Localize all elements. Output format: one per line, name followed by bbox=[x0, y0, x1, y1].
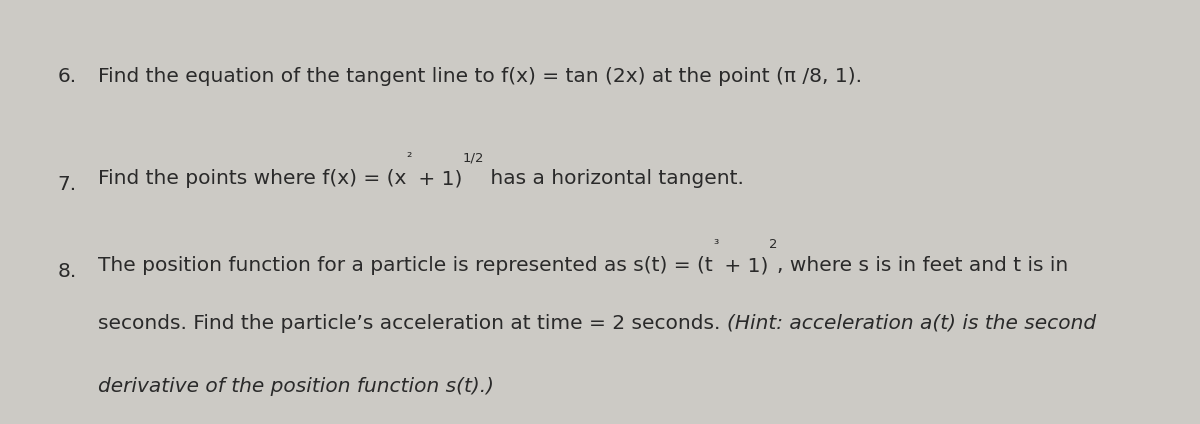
Text: + 1): + 1) bbox=[719, 257, 769, 275]
Text: + 1): + 1) bbox=[412, 170, 462, 188]
Text: 2: 2 bbox=[769, 238, 778, 251]
Text: has a horizontal tangent.: has a horizontal tangent. bbox=[484, 170, 744, 188]
Text: Find the equation of the tangent line to f(x) = tan (2x) at the point (π /8, 1).: Find the equation of the tangent line to… bbox=[98, 67, 863, 86]
Text: ²: ² bbox=[407, 151, 412, 164]
Text: The position function for a particle is represented as s(t) = (t: The position function for a particle is … bbox=[98, 257, 713, 275]
Text: (Hint: acceleration a(t) is the second: (Hint: acceleration a(t) is the second bbox=[727, 314, 1097, 332]
Text: seconds. Find the particle’s acceleration at time = 2 seconds.: seconds. Find the particle’s acceleratio… bbox=[98, 314, 727, 332]
Text: 8.: 8. bbox=[58, 262, 77, 281]
Text: 7.: 7. bbox=[58, 175, 77, 194]
Text: 6.: 6. bbox=[58, 67, 77, 86]
Text: , where s is in feet and t is in: , where s is in feet and t is in bbox=[778, 257, 1068, 275]
Text: derivative of the position function s(t).): derivative of the position function s(t)… bbox=[98, 377, 494, 396]
Text: 1/2: 1/2 bbox=[462, 151, 484, 164]
Text: Find the points where f(x) = (x: Find the points where f(x) = (x bbox=[98, 170, 407, 188]
Text: ³: ³ bbox=[713, 238, 719, 251]
